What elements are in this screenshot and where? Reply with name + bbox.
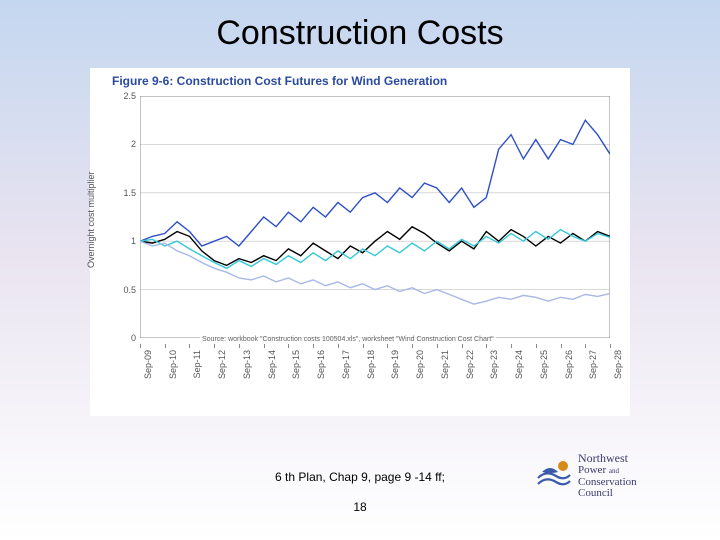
slide-title: Construction Costs	[0, 0, 720, 53]
logo-line4: Council	[578, 488, 637, 500]
npcc-logo: Northwest Power and Conservation Council	[536, 454, 678, 498]
x-tick-label: Sep-19	[390, 350, 400, 379]
x-tick-label: Sep-18	[366, 350, 376, 379]
x-tick-label: Sep-26	[564, 350, 574, 379]
x-tick-label: Sep-27	[588, 350, 598, 379]
logo-amp: and	[609, 467, 619, 475]
x-ticks: Sep-09 Sep-10 Sep-11 Sep-12 Sep-13 Sep-14 Sep-…	[140, 344, 610, 404]
y-tick-label: 2	[131, 139, 136, 149]
x-tick-label: Sep-25	[539, 350, 549, 379]
y-tick-label: 0.5	[123, 285, 136, 295]
x-tick-label: Sep-12	[217, 350, 227, 379]
x-tick-label: Sep-15	[291, 350, 301, 379]
x-tick-label: Sep-16	[316, 350, 326, 379]
logo-mark-icon	[536, 458, 572, 494]
x-tick-label: Sep-22	[465, 350, 475, 379]
y-tick-label: 1.5	[123, 188, 136, 198]
x-tick-label: Sep-17	[341, 350, 351, 379]
source-note: Source: workbook "Construction costs 100…	[200, 336, 496, 343]
x-tick-label: Sep-13	[242, 350, 252, 379]
x-tick-label: Sep-28	[613, 350, 623, 379]
logo-line2: Power	[578, 464, 606, 476]
x-tick-label: Sep-20	[415, 350, 425, 379]
logo-text: Northwest Power and Conservation Council	[578, 452, 637, 499]
y-tick-label: 1	[131, 236, 136, 246]
x-tick-label: Sep-21	[440, 350, 450, 379]
x-tick-label: Sep-24	[514, 350, 524, 379]
page-number: 18	[0, 500, 720, 514]
x-tick-label: Sep-11	[192, 350, 202, 378]
y-axis-label: Overnight cost multiplier	[86, 171, 96, 268]
x-tick-label: Sep-23	[489, 350, 499, 379]
plot-area: Source: workbook "Construction costs 100…	[140, 96, 610, 338]
chart-title: Figure 9-6: Construction Cost Futures fo…	[90, 68, 630, 92]
x-tick-label: Sep-10	[168, 350, 178, 379]
y-tick-label: 0	[131, 333, 136, 343]
chart-container: Figure 9-6: Construction Cost Futures fo…	[90, 68, 630, 416]
x-tick-label: Sep-09	[143, 350, 153, 379]
x-tick-label: Sep-14	[267, 350, 277, 379]
y-tick-label: 2.5	[123, 91, 136, 101]
